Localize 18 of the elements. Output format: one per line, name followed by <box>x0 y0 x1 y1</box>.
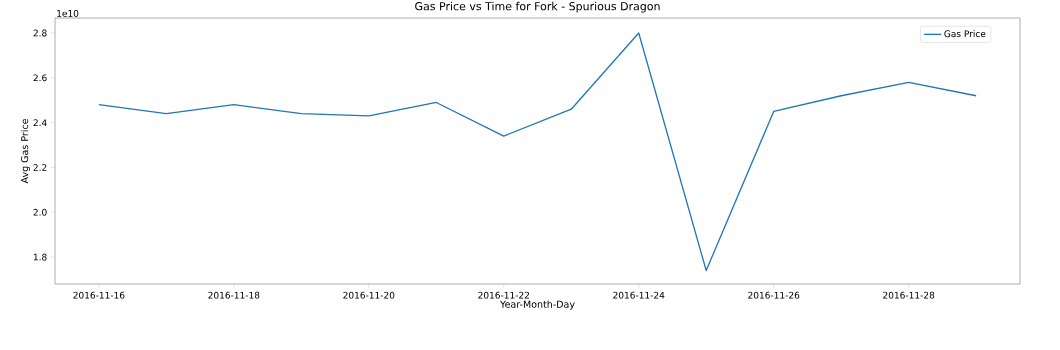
x-axis-title: Year-Month-Day <box>500 300 575 310</box>
y-tick-label: 1.8 <box>33 253 47 261</box>
chart-title: Gas Price vs Time for Fork - Spurious Dragon <box>415 1 660 13</box>
x-tick-label: 2016-11-22 <box>478 291 530 299</box>
y-axis-title: Avg Gas Price <box>20 119 31 184</box>
x-tick-label: 2016-11-24 <box>613 291 665 299</box>
y-tick-label: 2.0 <box>33 208 47 216</box>
x-tick-label: 2016-11-26 <box>748 291 800 299</box>
x-tick-label: 2016-11-18 <box>208 291 260 299</box>
y-tick-label: 2.6 <box>33 74 47 82</box>
x-tick-label: 2016-11-16 <box>73 291 125 299</box>
y-tick-label: 2.4 <box>33 119 47 126</box>
y-tick-label: 2.2 <box>33 164 47 171</box>
y-tick-label: 2.8 <box>33 29 47 37</box>
legend-label: Gas Price <box>944 30 986 38</box>
text: 1e10 <box>57 9 79 17</box>
x-tick-label: 2016-11-20 <box>343 291 395 299</box>
x-tick-label: 2016-11-28 <box>883 291 935 299</box>
